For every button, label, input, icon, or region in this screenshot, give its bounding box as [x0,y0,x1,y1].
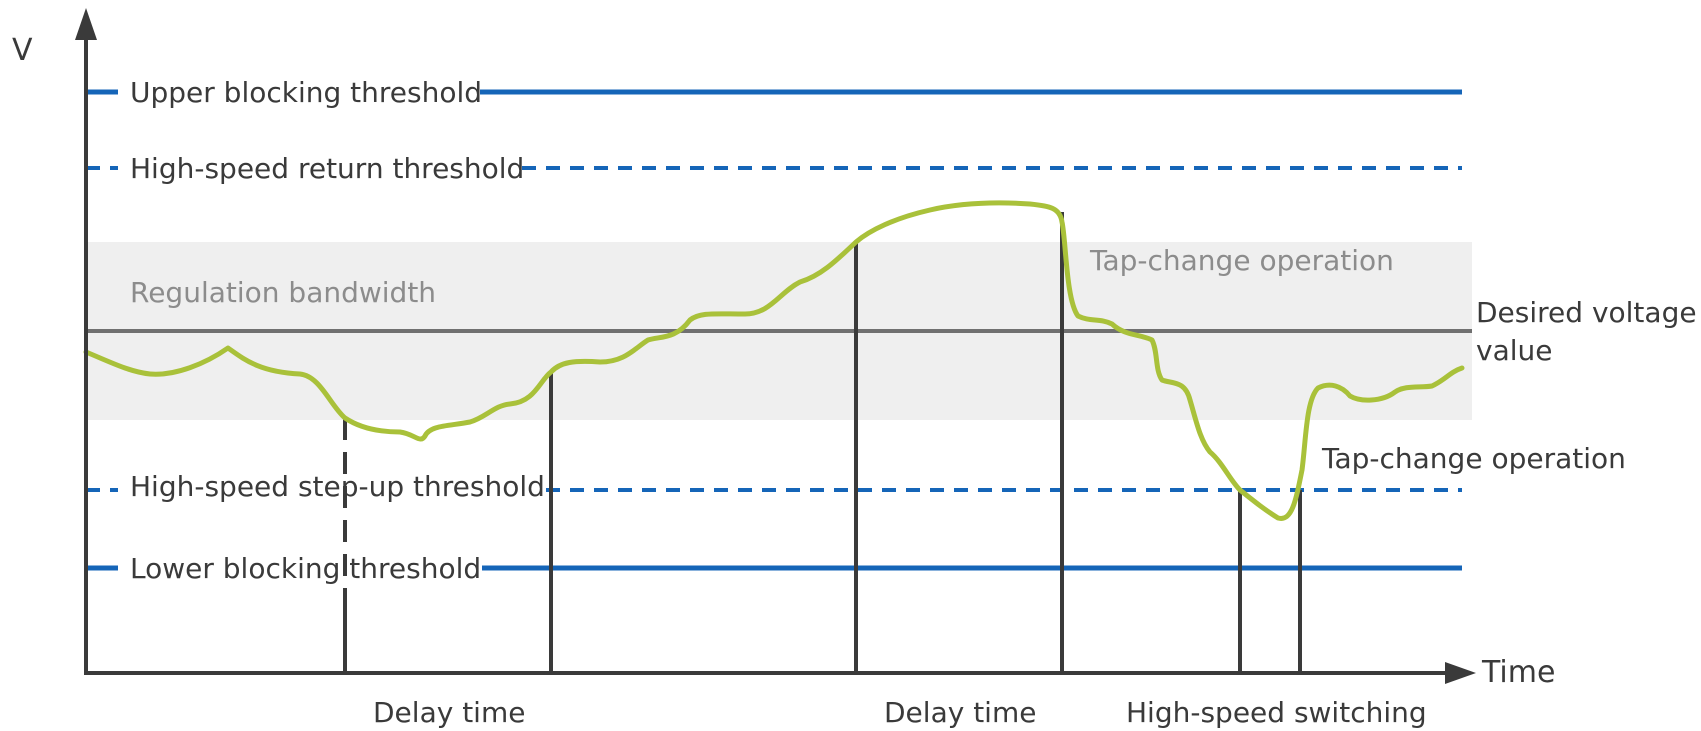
delay-time-label-1: Delay time [373,696,525,729]
desired-voltage-label-line1: Desired voltage [1476,296,1697,329]
upper-blocking-label: Upper blocking threshold [130,76,482,109]
high-speed-switching-label: High-speed switching [1126,696,1427,729]
x-axis-label: Time [1481,655,1555,690]
y-axis-label: V [12,33,33,68]
tap-change-label-2: Tap-change operation [1321,442,1626,475]
x-axis-arrow-icon [1445,662,1476,684]
high-speed-return-label: High-speed return threshold [130,152,524,185]
delay-time-label-2: Delay time [884,696,1036,729]
tap-change-label-1: Tap-change operation [1089,244,1394,277]
desired-voltage-label-line2: value [1476,334,1552,367]
regulation-bandwidth-label: Regulation bandwidth [130,276,436,309]
voltage-curve [83,200,1465,521]
high-speed-step-up-label: High-speed step-up threshold [130,470,545,503]
y-axis-arrow-icon [75,8,97,40]
lower-blocking-label: Lower blocking threshold [130,552,481,585]
